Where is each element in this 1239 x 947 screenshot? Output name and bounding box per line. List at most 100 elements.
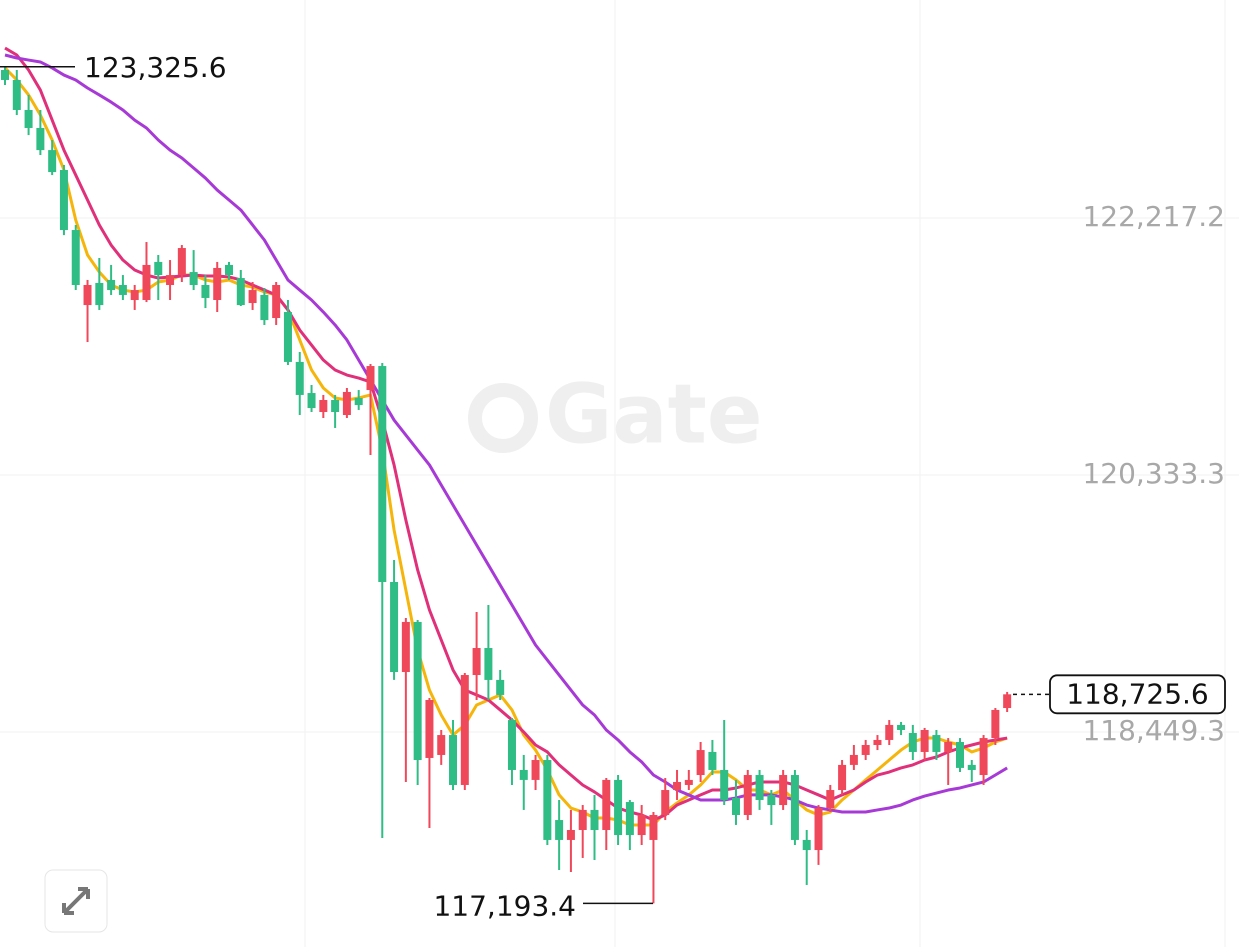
- candle-body: [390, 581, 399, 673]
- expand-button[interactable]: [44, 869, 108, 933]
- candle-body: [472, 648, 481, 676]
- candle-body: [661, 790, 670, 815]
- candle-body: [283, 312, 292, 362]
- candle-body: [71, 230, 80, 286]
- candle-body: [838, 764, 847, 791]
- candle-body: [731, 797, 740, 815]
- candle-body: [826, 790, 835, 809]
- watermark: Gate: [468, 367, 762, 462]
- candle-body: [967, 764, 976, 770]
- candle-body: [366, 366, 375, 391]
- low-label: 117,193.4: [433, 889, 576, 922]
- candle-body: [260, 294, 269, 321]
- candle-body: [331, 400, 340, 413]
- candle-body: [614, 779, 623, 836]
- candle-body: [213, 267, 222, 301]
- candle-body: [897, 724, 906, 730]
- candle-body: [354, 397, 363, 406]
- candle-body: [425, 699, 434, 758]
- candle-body: [378, 366, 387, 582]
- candle-body: [154, 261, 163, 276]
- candle-body: [225, 264, 234, 276]
- candle-body: [342, 391, 351, 416]
- candle-body: [24, 109, 33, 128]
- candle-body: [189, 272, 198, 286]
- candle-body: [1, 70, 9, 80]
- candle-body: [779, 775, 788, 806]
- candle-body: [36, 127, 45, 151]
- candle-body: [319, 400, 328, 413]
- watermark-text: Gate: [545, 367, 762, 462]
- candle-body: [95, 282, 104, 306]
- candle-body: [991, 709, 1000, 739]
- candle-body: [920, 729, 929, 752]
- candle-body: [814, 808, 823, 851]
- candle-body: [720, 769, 729, 800]
- candle-body: [637, 814, 646, 836]
- candle-body: [507, 720, 516, 770]
- candle-body: [673, 781, 682, 791]
- candle-body: [48, 150, 57, 173]
- candle-body: [885, 724, 894, 740]
- candle-body: [201, 285, 210, 298]
- candle-body: [437, 735, 446, 755]
- candle-body: [59, 170, 68, 231]
- candle-body: [307, 393, 316, 409]
- ma-lines: [3, 46, 1008, 827]
- candle-body: [107, 279, 116, 291]
- labels: 122,217.2 120,333.3 118,449.3 123,325.6 117,…: [0, 51, 1226, 922]
- grid: [0, 217, 1239, 733]
- candle-body: [83, 285, 92, 306]
- candle-body: [873, 739, 882, 746]
- candle-body: [248, 290, 257, 304]
- candle-body: [802, 839, 811, 851]
- candle-body: [272, 285, 281, 319]
- candle-body: [449, 735, 458, 785]
- candle-body: [12, 79, 21, 110]
- candle-body: [955, 742, 964, 768]
- candle-body: [649, 814, 658, 840]
- candle-body: [908, 733, 917, 752]
- candle-body: [979, 738, 988, 776]
- candle-body: [861, 745, 870, 755]
- candle-body: [684, 779, 693, 785]
- expand-icon[interactable]: [62, 887, 90, 915]
- candle-body: [767, 794, 776, 806]
- candle-body: [413, 621, 422, 761]
- candle-body: [755, 775, 764, 800]
- candle-body: [118, 285, 127, 295]
- candle-body: [566, 829, 575, 840]
- candle-body: [519, 769, 528, 780]
- ma-line: [4, 53, 1008, 814]
- candle-body: [708, 751, 717, 770]
- candle-body: [555, 820, 564, 840]
- candle-body: [590, 809, 599, 830]
- candle-body: [460, 675, 469, 785]
- candle-body: [295, 361, 304, 395]
- candle-body: [696, 750, 705, 776]
- candle-body: [496, 679, 505, 695]
- candle-body: [625, 802, 634, 836]
- candle-body: [543, 760, 552, 840]
- y-tick-label: 118,449.3: [1082, 714, 1225, 747]
- candle-body: [944, 742, 953, 752]
- candle-body: [531, 760, 540, 780]
- candle-body: [484, 648, 493, 680]
- candle-body: [1003, 694, 1012, 709]
- candle-body: [142, 264, 151, 301]
- last-price-box: [1049, 674, 1226, 715]
- candle-body: [236, 278, 245, 306]
- y-tick-label: 120,333.3: [1082, 457, 1225, 490]
- high-label: 123,325.6: [84, 51, 227, 84]
- candle-body: [743, 775, 752, 815]
- candles: [1, 66, 1012, 904]
- candle-body: [578, 809, 587, 830]
- last-price-label: 118,725.6: [1066, 677, 1209, 710]
- candle-body: [401, 621, 410, 673]
- candle-body: [849, 754, 858, 765]
- candle-body: [602, 779, 611, 830]
- candle-body: [790, 775, 799, 840]
- watermark-logo: [468, 383, 538, 453]
